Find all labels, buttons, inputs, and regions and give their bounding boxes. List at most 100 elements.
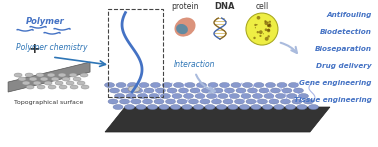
Circle shape [269,21,271,23]
Ellipse shape [206,93,217,98]
Ellipse shape [262,105,273,110]
Text: Polymer: Polymer [26,17,64,26]
Ellipse shape [280,99,290,104]
Ellipse shape [304,99,313,104]
Ellipse shape [218,93,228,98]
Circle shape [254,24,257,26]
Ellipse shape [36,73,44,77]
Circle shape [268,35,270,38]
Ellipse shape [108,99,118,104]
Ellipse shape [246,99,256,104]
Ellipse shape [308,105,318,110]
Text: Topographical surface: Topographical surface [14,100,84,105]
Ellipse shape [205,105,215,110]
Ellipse shape [211,99,222,104]
Ellipse shape [105,82,115,87]
Circle shape [268,24,271,27]
Ellipse shape [18,77,26,81]
Ellipse shape [113,105,123,110]
Circle shape [267,29,270,31]
Ellipse shape [269,99,279,104]
Ellipse shape [138,93,147,98]
Ellipse shape [25,73,33,77]
Circle shape [269,23,271,25]
Ellipse shape [127,82,138,87]
Ellipse shape [236,88,246,93]
Ellipse shape [159,105,169,110]
Ellipse shape [44,81,52,85]
Ellipse shape [29,77,37,81]
Ellipse shape [51,77,59,81]
Ellipse shape [231,82,241,87]
Ellipse shape [208,82,218,87]
Ellipse shape [201,88,211,93]
Ellipse shape [285,105,296,110]
Ellipse shape [223,99,233,104]
Ellipse shape [197,82,206,87]
Ellipse shape [119,99,130,104]
Circle shape [267,24,270,27]
Text: Gene engineering: Gene engineering [299,80,372,86]
Ellipse shape [128,86,140,92]
Polygon shape [8,62,90,92]
Ellipse shape [14,73,22,77]
Circle shape [265,37,269,41]
Circle shape [263,33,264,34]
Ellipse shape [293,88,304,93]
Text: cell: cell [256,2,269,11]
Circle shape [255,27,256,28]
Circle shape [259,30,263,34]
Ellipse shape [299,93,308,98]
Ellipse shape [116,82,126,87]
Ellipse shape [133,88,143,93]
Ellipse shape [241,93,251,98]
Ellipse shape [265,82,276,87]
Ellipse shape [189,99,198,104]
Ellipse shape [126,93,136,98]
Ellipse shape [62,77,70,81]
Polygon shape [105,107,330,132]
Ellipse shape [183,93,194,98]
Ellipse shape [149,93,159,98]
Ellipse shape [213,88,223,93]
Ellipse shape [277,82,287,87]
Ellipse shape [55,81,63,85]
Ellipse shape [217,105,226,110]
Circle shape [259,35,262,37]
Ellipse shape [26,85,34,89]
Ellipse shape [175,17,195,37]
Ellipse shape [147,105,158,110]
Ellipse shape [254,82,264,87]
Ellipse shape [115,93,124,98]
Ellipse shape [58,73,66,77]
Ellipse shape [70,85,78,89]
Circle shape [256,24,257,25]
Ellipse shape [253,93,262,98]
Ellipse shape [161,93,170,98]
Ellipse shape [251,105,261,110]
Ellipse shape [288,82,299,87]
Ellipse shape [121,88,131,93]
Ellipse shape [178,88,189,93]
Ellipse shape [176,24,188,34]
Ellipse shape [297,105,307,110]
Circle shape [264,21,268,25]
Ellipse shape [182,105,192,110]
Text: Drug delivery: Drug delivery [316,63,372,69]
Circle shape [246,13,278,45]
Ellipse shape [195,93,205,98]
Ellipse shape [47,73,55,77]
Ellipse shape [110,88,119,93]
Ellipse shape [131,99,141,104]
Ellipse shape [155,88,166,93]
Ellipse shape [276,93,285,98]
Ellipse shape [48,85,56,89]
Ellipse shape [240,105,249,110]
Circle shape [253,37,256,39]
Circle shape [257,31,259,33]
Circle shape [268,21,269,23]
Text: protein: protein [171,2,199,11]
Ellipse shape [144,88,154,93]
Ellipse shape [143,99,152,104]
Ellipse shape [80,73,88,77]
